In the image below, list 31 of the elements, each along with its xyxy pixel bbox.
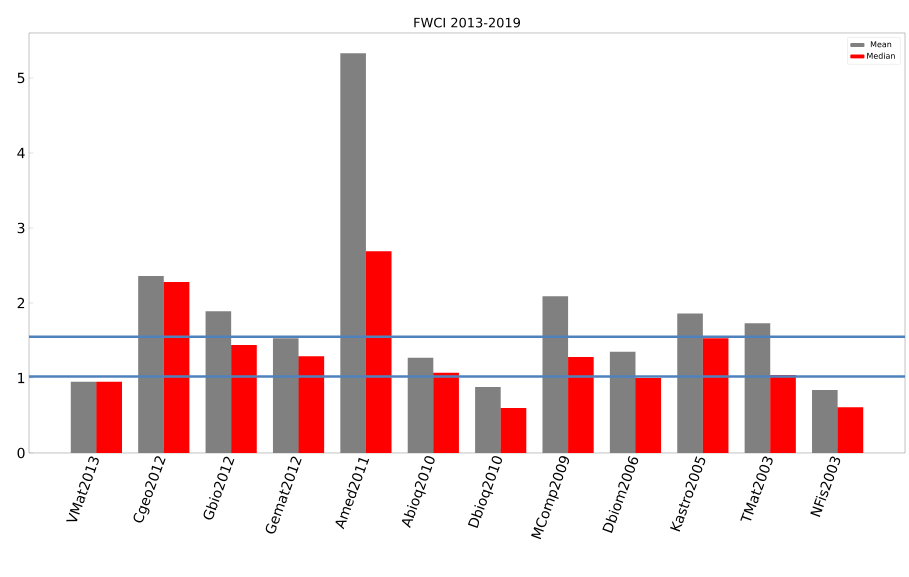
bar — [96, 382, 122, 453]
bar — [231, 344, 257, 453]
bar — [568, 356, 594, 453]
bar — [164, 282, 190, 453]
bar — [366, 251, 392, 453]
y-tick-label: 5 — [18, 72, 24, 84]
bar — [206, 311, 232, 453]
bar — [702, 338, 728, 453]
bar — [272, 338, 299, 453]
bar — [433, 372, 459, 453]
y-tick-label: 2 — [18, 298, 24, 308]
bar — [70, 382, 96, 453]
bar — [610, 352, 636, 453]
bar — [770, 374, 796, 453]
chart-title: FWCI 2013-2019 — [414, 18, 520, 28]
y-tick-label: 3 — [18, 222, 24, 234]
bar — [475, 386, 501, 453]
bar — [542, 296, 568, 453]
bar — [298, 356, 324, 453]
bar — [500, 408, 526, 453]
bar — [408, 358, 434, 453]
bar — [340, 53, 366, 453]
bar — [744, 323, 770, 453]
bar — [838, 407, 864, 453]
y-tick-label: 1 — [18, 372, 24, 384]
bar — [635, 378, 662, 453]
y-tick-label: 0 — [18, 448, 25, 458]
y-tick-label: 4 — [17, 148, 25, 158]
bar — [138, 276, 164, 453]
bar — [812, 390, 838, 453]
bar — [677, 313, 703, 453]
